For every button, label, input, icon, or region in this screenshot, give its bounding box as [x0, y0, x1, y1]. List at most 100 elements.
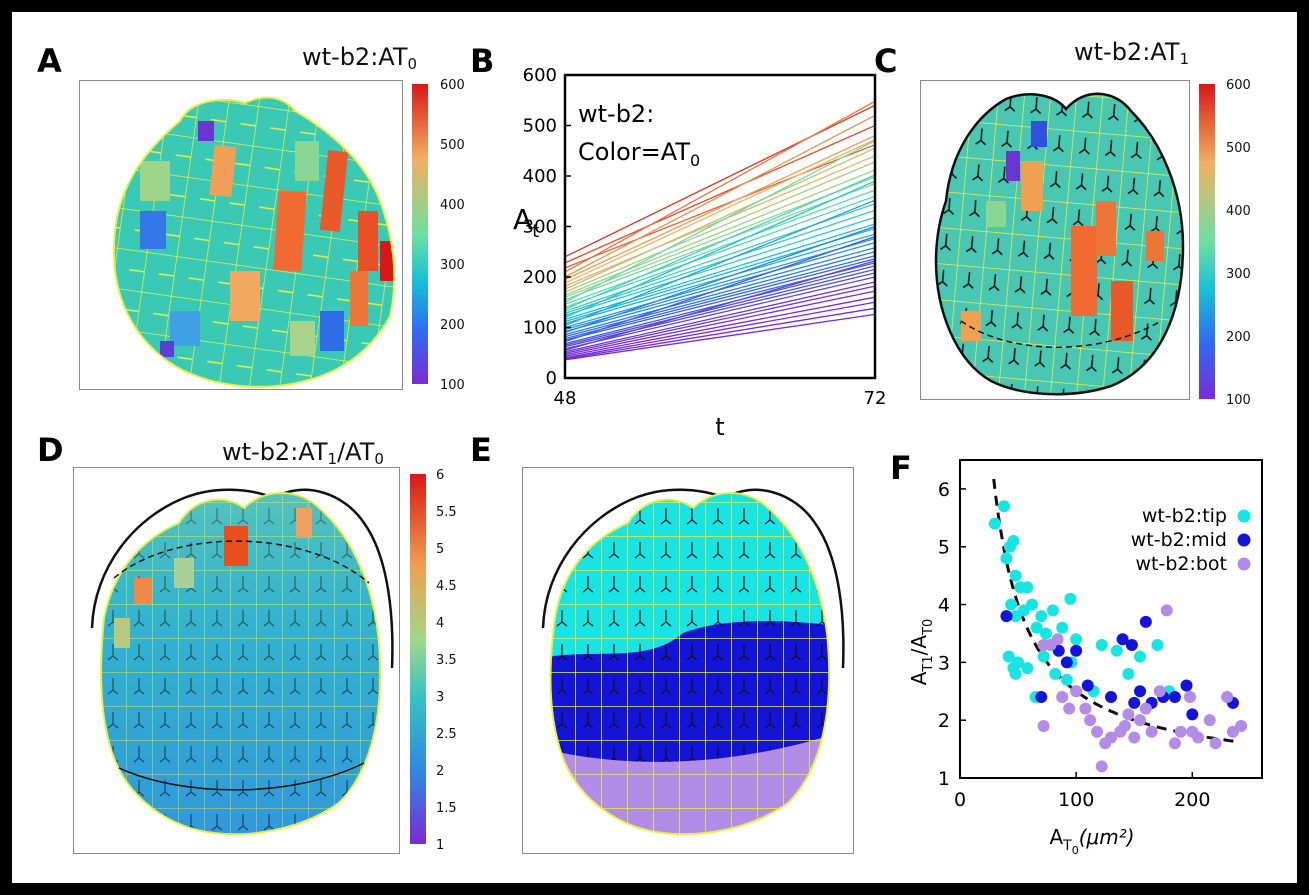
- panel-b-series-line: [564, 140, 876, 303]
- panel-f-point-bot: [1063, 702, 1076, 715]
- panel-b-series-line: [564, 139, 876, 284]
- panel-f-point-tip: [1012, 656, 1025, 669]
- panel-c-cell-map: [934, 92, 1185, 396]
- panel-b-series-line: [564, 199, 876, 327]
- panel-f-point-bot: [1168, 737, 1181, 750]
- panel-f-point-bot: [1235, 719, 1248, 732]
- panel-b-series-line: [564, 209, 876, 314]
- panel-f-point-bot: [1105, 731, 1117, 744]
- panel-b-series-line: [564, 180, 876, 318]
- panel-a-image: [79, 80, 403, 390]
- panel-f-point-tip: [1021, 662, 1034, 675]
- panel-d-title: wt-b2:AT1/AT0: [222, 440, 384, 467]
- panel-f-point-tip: [1030, 621, 1043, 634]
- panel-f-legend-label: wt-b2:mid: [1131, 529, 1227, 551]
- panel-d-colorbar-label: 3.5: [436, 653, 457, 668]
- panel-f-point-bot: [1203, 714, 1216, 727]
- panel-f-point-tip: [1037, 650, 1050, 663]
- panel-f-point-bot: [1128, 731, 1141, 744]
- panel-b-ytick-label: 300: [523, 217, 557, 238]
- panel-c-colorbar-label: 400: [1226, 204, 1251, 219]
- panel-b-series-line: [564, 216, 876, 316]
- panel-a-cell-map: [112, 96, 396, 388]
- panel-f-point-bot: [1095, 760, 1108, 773]
- panel-b-series-line: [564, 223, 876, 321]
- panel-a-letter: A: [37, 42, 62, 80]
- panel-f-point-mid: [1035, 691, 1048, 704]
- panel-b-ytick-label: 0: [546, 368, 557, 389]
- panel-b-line-chart: 0 100 200 300 400 500 600 48 72 At t wt-b2: Col…: [513, 65, 887, 441]
- panel-f-point-mid: [1116, 633, 1129, 646]
- panel-b-series-line: [564, 301, 876, 359]
- panel-f-point-bot: [1160, 604, 1173, 617]
- panel-d-colorbar-label: 3: [436, 690, 445, 705]
- panel-d-colorbar-label: 4: [436, 616, 445, 631]
- panel-c-image: [920, 80, 1190, 400]
- panel-a-title-sub: 0: [407, 55, 418, 73]
- panel-d-colorbar-label: 5.5: [436, 505, 457, 520]
- panel-f-legend-label: wt-b2:bot: [1135, 553, 1227, 575]
- panel-f-point-bot: [1174, 725, 1187, 738]
- panel-a-colorbar: [412, 84, 428, 384]
- panel-f-xlabel-sub: T: [1062, 838, 1072, 854]
- figure-canvas: A wt-b2:AT0: [12, 12, 1297, 883]
- panel-f-point-mid: [1060, 656, 1073, 669]
- panel-f-xlabel: AT0(μm²): [1049, 825, 1134, 857]
- panel-d-title-main: wt-b2:AT: [222, 438, 328, 466]
- panel-b-xtick-label: 72: [864, 388, 887, 409]
- panel-b-series-line: [564, 144, 876, 269]
- panel-b-series-line: [564, 161, 876, 293]
- panel-b-series-line: [564, 104, 876, 258]
- panel-a-title-main: wt-b2:AT: [302, 43, 408, 71]
- panel-f-ylabel-num-sub: T1: [921, 655, 936, 672]
- panel-f-xlabel-main: A: [1049, 825, 1063, 849]
- panel-d-colorbar-label: 2.5: [436, 727, 457, 742]
- panel-f-point-tip: [1002, 650, 1015, 663]
- panel-f-plot-frame: [959, 459, 1263, 779]
- panel-d-colorbar: [410, 474, 426, 844]
- panel-f-xtick-label: 200: [1174, 789, 1210, 811]
- panel-b-xtick-label: 48: [554, 388, 577, 409]
- panel-b-series-line: [564, 258, 876, 340]
- panel-d-colorbar-label: 4.5: [436, 579, 457, 594]
- panel-d-colorbar-label: 2: [436, 764, 445, 779]
- panel-c-colorbar-label: 200: [1226, 330, 1251, 345]
- panel-f-point-tip: [1122, 667, 1135, 680]
- panel-f-point-mid: [1000, 610, 1013, 623]
- panel-a-colorbar-label: 600: [440, 78, 465, 93]
- panel-f-point-tip: [1007, 534, 1020, 547]
- panel-b-ytick-label: 400: [523, 166, 557, 187]
- panel-f-point-tip: [1151, 639, 1164, 652]
- panel-d-letter: D: [37, 431, 64, 469]
- panel-f-point-tip: [988, 517, 1001, 530]
- panel-f-point-bot: [1070, 685, 1083, 698]
- panel-b-series-line: [564, 307, 876, 360]
- panel-c-letter: C: [874, 42, 898, 80]
- panel-f-legend-marker: [1237, 557, 1251, 571]
- panel-f-point-bot: [1209, 737, 1222, 750]
- panel-f-point-tip: [1021, 581, 1034, 594]
- panel-b-series-line: [564, 225, 876, 334]
- panel-f-point-bot: [1145, 725, 1158, 738]
- panel-c-colorbar-label: 300: [1226, 267, 1251, 282]
- panel-f-legend-label: wt-b2:tip: [1142, 505, 1227, 527]
- panel-b-series-line: [564, 235, 876, 343]
- panel-b-series-line: [564, 251, 876, 336]
- panel-f-point-tip: [1009, 569, 1022, 582]
- panel-f-point-tip: [1046, 604, 1059, 617]
- panel-f-point-tip: [1035, 610, 1048, 623]
- panel-e-cell-map: [541, 488, 845, 836]
- panel-c-colorbar-label: 100: [1226, 393, 1251, 408]
- panel-f-point-mid: [1128, 696, 1141, 709]
- panel-b-xlabel: t: [715, 413, 724, 441]
- panel-b-ylabel-sub: t: [532, 221, 539, 242]
- panel-f-point-mid: [1125, 639, 1138, 652]
- panel-b-series-line: [564, 272, 876, 348]
- panel-f-legend-marker: [1237, 533, 1251, 547]
- panel-b-ytick-label: 500: [523, 116, 557, 137]
- panel-f-legend-marker: [1237, 509, 1251, 523]
- panel-b-series-line: [564, 135, 876, 281]
- panel-f-point-bot: [1139, 702, 1152, 715]
- panel-f-ylabel: AT1/AT0: [907, 619, 936, 686]
- panel-f-ylabel-den-sub: T0: [921, 619, 936, 636]
